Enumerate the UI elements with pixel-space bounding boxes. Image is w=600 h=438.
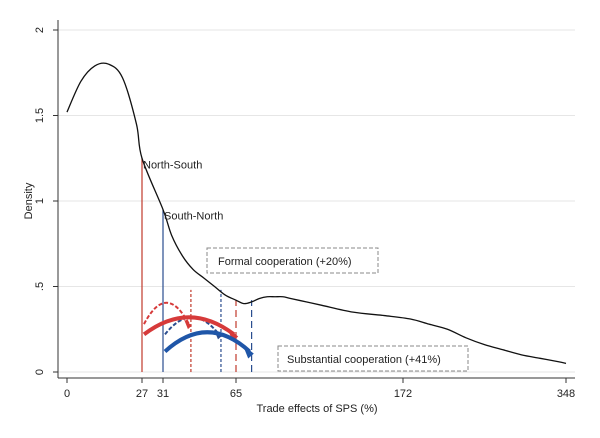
- arrow-head: [242, 344, 254, 359]
- shift-arrow: [142, 315, 236, 336]
- density-curve: [66, 62, 567, 365]
- annotation-formal-cooperation: Formal cooperation (+20%): [218, 256, 352, 268]
- substantial-cooperation-box: [277, 345, 469, 372]
- annotation-north-south: North-South: [143, 159, 202, 171]
- density-curve-group: [66, 62, 567, 365]
- shift-arrows: [142, 302, 254, 359]
- x-tick-label: 27: [136, 388, 148, 400]
- x-ticks: 0 27 31 65 172 348: [64, 378, 575, 400]
- annotations: North-South South-North Formal cooperati…: [143, 159, 469, 372]
- x-tick-label: 348: [557, 388, 575, 400]
- axes: [57, 20, 575, 379]
- y-axis-title: Density: [23, 182, 35, 219]
- y-tick-label: .5: [34, 282, 46, 291]
- y-tick-label: 1.5: [34, 108, 46, 123]
- grid-lines: [58, 29, 575, 373]
- arrow-head: [183, 319, 192, 330]
- y-ticks: 0 .5 1 1.5 2: [34, 27, 58, 375]
- x-tick-label: 65: [230, 388, 242, 400]
- y-tick-label: 1: [34, 198, 46, 204]
- formal-cooperation-box: [206, 247, 379, 274]
- x-tick-label: 172: [394, 388, 412, 400]
- arrow-head: [227, 327, 239, 342]
- x-axis-title: Trade effects of SPS (%): [256, 403, 377, 415]
- annotation-substantial-cooperation: Substantial cooperation (+41%): [287, 354, 441, 366]
- x-tick-label: 31: [157, 388, 169, 400]
- shift-arrow: [163, 330, 251, 353]
- y-tick-label: 2: [34, 27, 46, 33]
- y-tick-label: 0: [34, 369, 46, 375]
- annotation-south-north: South-North: [164, 211, 223, 223]
- x-tick-label: 0: [64, 388, 70, 400]
